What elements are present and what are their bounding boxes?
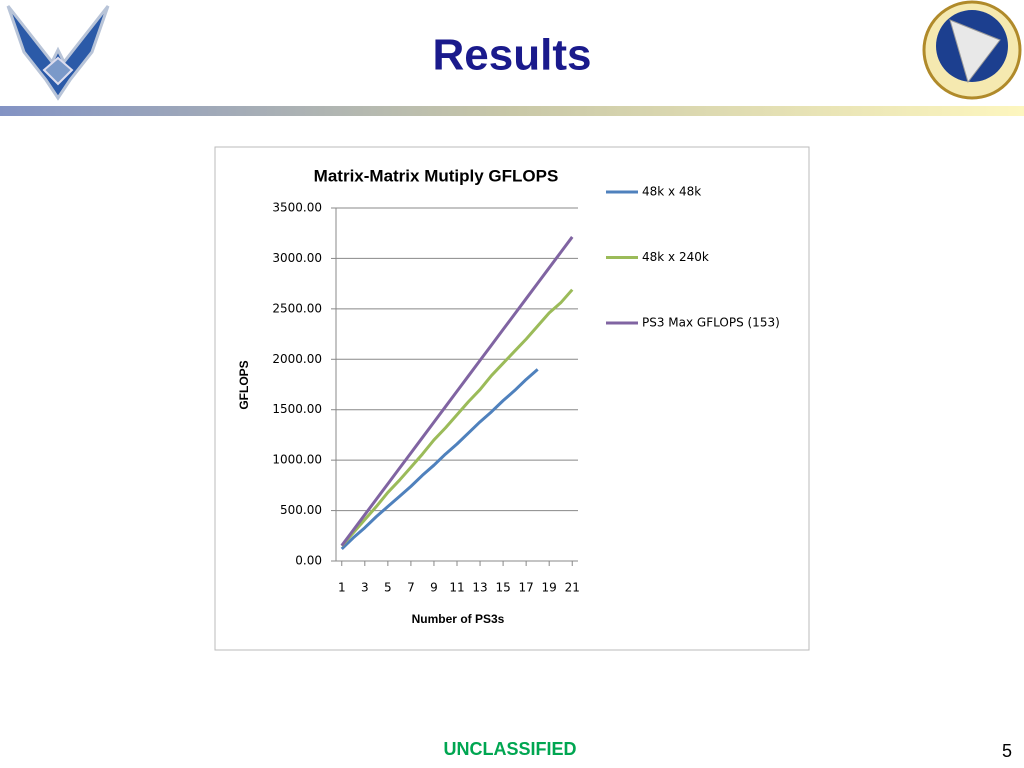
x-tick-label: 15 — [495, 581, 510, 595]
x-tick-label: 1 — [338, 581, 346, 595]
y-tick-label: 2000.00 — [272, 352, 322, 366]
series-line — [340, 236, 574, 547]
x-axis-label: Number of PS3s — [412, 612, 505, 626]
afrl-logo — [922, 0, 1022, 100]
legend-label: 48k x 240k — [642, 250, 709, 264]
legend-label: PS3 Max GFLOPS (153) — [642, 316, 780, 330]
chart-title: Matrix-Matrix Mutiply GFLOPS — [314, 166, 559, 185]
y-tick-label: 2500.00 — [272, 301, 322, 315]
page-number: 5 — [1002, 741, 1012, 761]
y-tick-label: 3000.00 — [272, 251, 322, 265]
x-tick-label: 17 — [519, 581, 534, 595]
x-tick-label: 3 — [361, 581, 369, 595]
x-tick-label: 7 — [407, 581, 415, 595]
slide-title: Results — [433, 31, 592, 80]
legend-label: 48k x 48k — [642, 185, 701, 199]
x-tick-label: 11 — [449, 581, 464, 595]
header-bar — [0, 106, 1024, 116]
y-tick-label: 0.00 — [295, 554, 322, 568]
series-line — [340, 288, 574, 547]
air-force-logo — [6, 5, 110, 101]
y-tick-label: 3500.00 — [272, 201, 322, 215]
y-tick-label: 500.00 — [280, 503, 322, 517]
y-tick-label: 1000.00 — [272, 453, 322, 467]
x-tick-label: 19 — [542, 581, 557, 595]
x-tick-label: 13 — [472, 581, 487, 595]
y-axis-label: GFLOPS — [237, 360, 251, 409]
chart-frame — [214, 146, 810, 651]
y-tick-label: 1500.00 — [272, 402, 322, 416]
series-line — [340, 368, 539, 550]
classification: UNCLASSIFIED — [443, 739, 576, 759]
x-tick-label: 9 — [430, 581, 438, 595]
x-tick-label: 21 — [565, 581, 580, 595]
x-tick-label: 5 — [384, 581, 392, 595]
